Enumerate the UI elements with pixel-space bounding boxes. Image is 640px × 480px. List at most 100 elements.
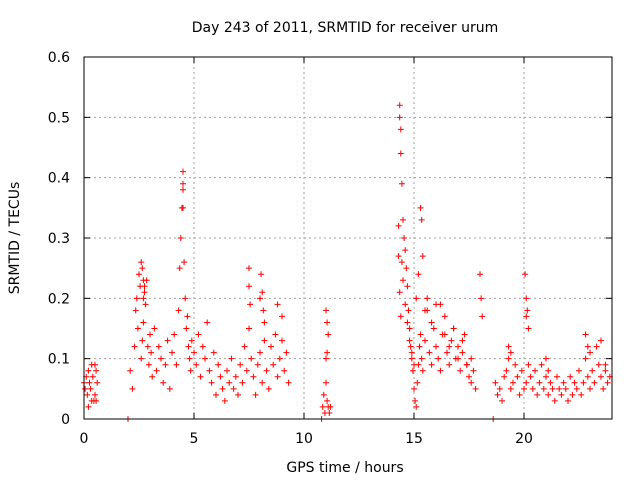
data-point bbox=[188, 337, 195, 344]
data-point bbox=[140, 295, 147, 302]
data-point bbox=[589, 367, 596, 374]
data-point bbox=[148, 349, 155, 356]
data-point bbox=[584, 343, 591, 350]
data-point bbox=[285, 379, 292, 386]
data-point bbox=[412, 397, 419, 404]
data-point bbox=[466, 373, 472, 380]
data-point bbox=[459, 349, 466, 356]
data-point bbox=[414, 379, 421, 386]
data-point bbox=[265, 385, 272, 392]
data-point bbox=[144, 343, 151, 350]
data-point bbox=[428, 361, 435, 368]
data-point bbox=[193, 361, 200, 368]
data-point bbox=[230, 385, 237, 392]
data-point bbox=[398, 259, 405, 266]
data-point bbox=[258, 271, 265, 278]
data-point bbox=[153, 367, 160, 374]
data-point bbox=[86, 379, 93, 386]
data-point bbox=[239, 379, 246, 386]
data-point bbox=[587, 385, 593, 392]
data-point bbox=[320, 391, 327, 398]
data-point bbox=[523, 313, 530, 320]
data-point bbox=[139, 337, 146, 344]
data-point bbox=[260, 307, 267, 314]
data-point bbox=[551, 397, 558, 404]
data-point bbox=[505, 355, 512, 362]
data-point bbox=[545, 367, 552, 374]
data-point bbox=[417, 204, 424, 211]
data-point bbox=[543, 355, 549, 362]
data-point bbox=[160, 379, 167, 386]
data-point bbox=[85, 403, 92, 410]
data-point bbox=[326, 409, 333, 416]
data-point bbox=[538, 361, 545, 368]
data-point bbox=[571, 379, 578, 386]
data-point bbox=[87, 385, 94, 392]
data-point bbox=[507, 349, 514, 356]
data-point bbox=[573, 385, 580, 392]
data-point bbox=[268, 343, 274, 350]
data-point bbox=[180, 204, 186, 211]
data-point bbox=[428, 319, 435, 326]
data-point bbox=[580, 379, 587, 386]
data-point bbox=[324, 397, 331, 404]
data-point bbox=[558, 391, 565, 398]
data-point bbox=[455, 355, 461, 362]
y-tick-label: 0.5 bbox=[48, 110, 70, 126]
data-point bbox=[554, 373, 560, 380]
data-point bbox=[191, 349, 197, 356]
data-point bbox=[151, 325, 158, 332]
data-point bbox=[396, 114, 403, 121]
data-point bbox=[468, 355, 475, 362]
data-point bbox=[241, 343, 248, 350]
data-point bbox=[169, 349, 175, 356]
data-point bbox=[208, 379, 215, 386]
data-point bbox=[404, 283, 411, 290]
data-point bbox=[492, 379, 499, 386]
data-point bbox=[180, 168, 186, 175]
data-point bbox=[396, 102, 403, 109]
data-point bbox=[263, 367, 270, 374]
data-point bbox=[250, 373, 257, 380]
data-point bbox=[210, 349, 217, 356]
data-point bbox=[569, 391, 576, 398]
data-point bbox=[228, 355, 235, 362]
data-point bbox=[547, 379, 554, 386]
data-points bbox=[81, 102, 613, 422]
data-point bbox=[243, 367, 250, 374]
data-point bbox=[82, 385, 89, 392]
data-point bbox=[171, 331, 178, 338]
tick-labels: 0 0.1 0.2 0.3 0.4 0.5 0.6 0 5 10 15 20 bbox=[48, 50, 533, 447]
data-point bbox=[602, 361, 609, 368]
data-point bbox=[180, 180, 186, 187]
data-point bbox=[397, 126, 404, 133]
data-point bbox=[89, 373, 96, 380]
data-point bbox=[525, 361, 532, 368]
data-point bbox=[514, 373, 521, 380]
data-point bbox=[142, 301, 149, 308]
data-point bbox=[274, 373, 281, 380]
y-tick-label: 0.6 bbox=[48, 50, 70, 66]
data-point bbox=[164, 337, 171, 344]
data-point bbox=[450, 325, 457, 332]
data-point bbox=[276, 355, 283, 362]
data-point bbox=[403, 265, 410, 272]
data-point bbox=[127, 367, 134, 374]
y-tick-label: 0.1 bbox=[48, 352, 70, 368]
data-point bbox=[141, 289, 148, 296]
data-point bbox=[525, 325, 532, 332]
data-point bbox=[93, 397, 100, 404]
data-point bbox=[138, 259, 145, 266]
data-point bbox=[527, 373, 534, 380]
data-point bbox=[219, 385, 226, 392]
data-point bbox=[409, 367, 416, 374]
data-point bbox=[413, 403, 420, 410]
data-point bbox=[595, 361, 602, 368]
data-point bbox=[177, 235, 184, 241]
data-point bbox=[259, 289, 266, 296]
data-point bbox=[413, 295, 420, 302]
data-point bbox=[324, 349, 331, 356]
data-point bbox=[406, 337, 413, 344]
data-point bbox=[133, 295, 140, 302]
